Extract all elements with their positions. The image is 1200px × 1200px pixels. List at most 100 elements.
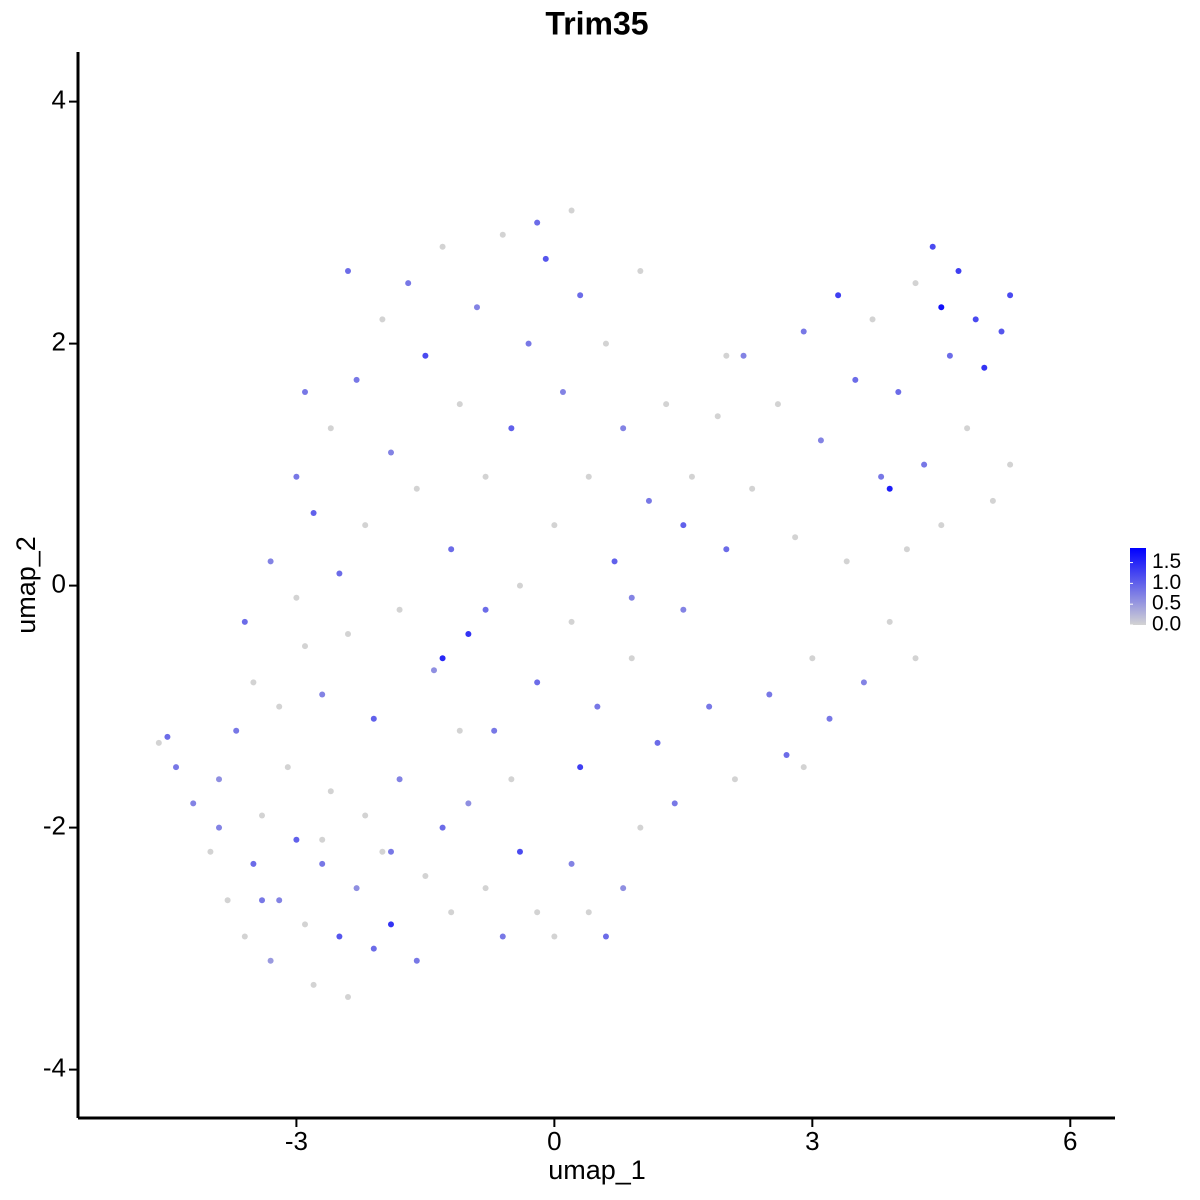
point: [860, 679, 867, 686]
point: [946, 352, 953, 359]
y-axis-label: umap_2: [11, 536, 41, 634]
point: [336, 570, 343, 577]
point: [783, 752, 790, 759]
x-axis-label: umap_1: [548, 1155, 646, 1185]
point: [293, 473, 300, 480]
point: [353, 885, 360, 892]
point: [344, 268, 351, 275]
point: [1007, 461, 1014, 468]
point: [422, 873, 429, 880]
point: [224, 897, 231, 904]
point: [250, 679, 257, 686]
point: [344, 631, 351, 638]
point: [379, 848, 386, 855]
point: [551, 933, 558, 940]
point: [628, 655, 635, 662]
point: [370, 715, 377, 722]
point: [817, 437, 824, 444]
point: [938, 522, 945, 529]
point: [379, 316, 386, 323]
point: [327, 788, 334, 795]
colorbar-label: 1.0: [1152, 571, 1181, 594]
point: [800, 764, 807, 771]
point: [663, 401, 670, 408]
point: [396, 606, 403, 613]
point: [886, 618, 893, 625]
x-tick-label: 3: [805, 1126, 819, 1156]
point: [688, 473, 695, 480]
point: [293, 594, 300, 601]
point: [559, 389, 566, 396]
point: [465, 800, 472, 807]
y-tick-label: -4: [43, 1052, 66, 1082]
colorbar-label: 1.5: [1152, 550, 1181, 573]
point: [843, 558, 850, 565]
point: [465, 631, 472, 638]
point: [319, 691, 326, 698]
point: [852, 376, 859, 383]
point: [413, 485, 420, 492]
point: [972, 316, 979, 323]
y-tick-label: 2: [52, 326, 66, 356]
point: [577, 764, 584, 771]
point: [370, 945, 377, 952]
point: [637, 268, 644, 275]
point: [955, 268, 962, 275]
x-tick-label: 0: [547, 1126, 561, 1156]
point: [422, 352, 429, 359]
point: [259, 897, 266, 904]
point: [310, 981, 317, 988]
point: [551, 522, 558, 529]
point: [998, 328, 1005, 335]
point: [628, 594, 635, 601]
point: [602, 340, 609, 347]
point: [886, 485, 893, 492]
point: [336, 933, 343, 940]
point: [740, 352, 747, 359]
point: [620, 425, 627, 432]
point: [620, 885, 627, 892]
point: [534, 679, 541, 686]
point: [405, 280, 412, 287]
point: [491, 727, 498, 734]
y-tick-label: 0: [52, 568, 66, 598]
point: [216, 776, 223, 783]
point: [387, 449, 394, 456]
point: [259, 812, 266, 819]
point: [267, 558, 274, 565]
point: [190, 800, 197, 807]
point: [250, 860, 257, 867]
x-tick-label: -3: [285, 1126, 308, 1156]
point: [241, 618, 248, 625]
point: [233, 727, 240, 734]
point: [714, 413, 721, 420]
point: [344, 994, 351, 1001]
point: [499, 933, 506, 940]
point: [654, 739, 661, 746]
point: [396, 776, 403, 783]
point: [499, 231, 506, 238]
point: [353, 376, 360, 383]
point: [456, 401, 463, 408]
point: [516, 582, 523, 589]
point: [319, 836, 326, 843]
point: [448, 909, 455, 916]
point: [525, 340, 532, 347]
point: [516, 848, 523, 855]
point: [387, 848, 394, 855]
y-tick-label: -2: [43, 810, 66, 840]
point: [508, 425, 515, 432]
point: [319, 860, 326, 867]
point: [989, 497, 996, 504]
point: [826, 715, 833, 722]
colorbar-label: 0.5: [1152, 592, 1181, 615]
point: [207, 848, 214, 855]
y-tick-label: 4: [52, 84, 66, 114]
point: [302, 643, 309, 650]
chart-title: Trim35: [545, 5, 648, 41]
point: [276, 897, 283, 904]
point: [276, 703, 283, 710]
point: [895, 389, 902, 396]
point: [508, 776, 515, 783]
